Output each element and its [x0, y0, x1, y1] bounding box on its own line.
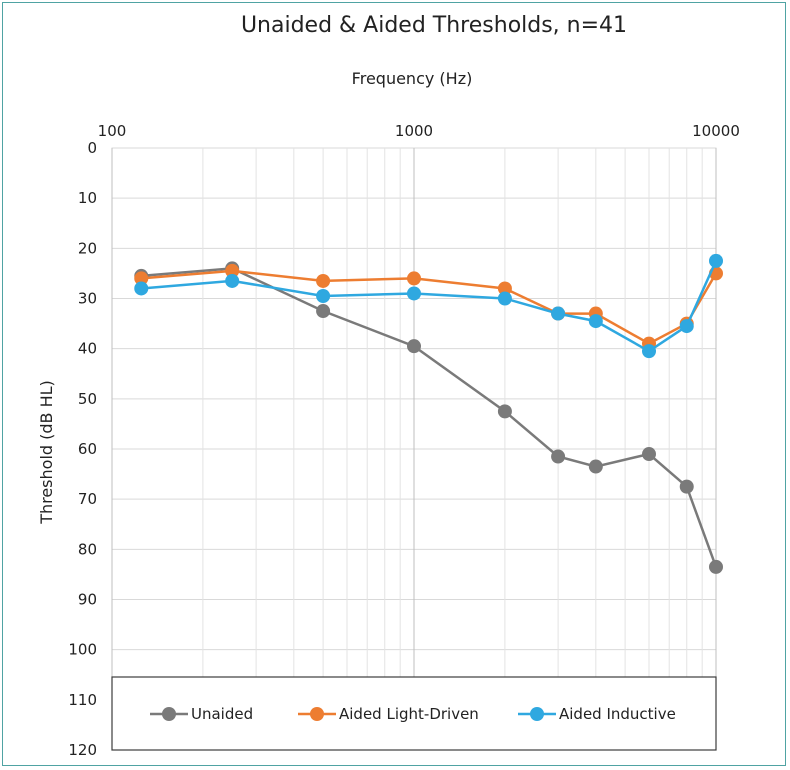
- data-point: [679, 319, 694, 334]
- legend-marker: [530, 707, 544, 721]
- legend-label: Unaided: [191, 705, 253, 723]
- data-point: [642, 447, 657, 462]
- y-tick-label: 70: [78, 490, 97, 508]
- series-line: [141, 269, 718, 346]
- data-point: [134, 281, 149, 296]
- series-line: [141, 267, 718, 568]
- y-tick-label: 10: [78, 189, 97, 207]
- series-aided-light-driven: [134, 263, 723, 351]
- grid: [111, 147, 717, 751]
- data-point: [407, 286, 421, 301]
- series-line: [141, 260, 718, 353]
- legend-item: Unaided: [150, 705, 253, 723]
- legend: Unaided Aided Light-Driven Aided Inductive: [111, 676, 717, 751]
- series-unaided: [134, 261, 723, 574]
- series-aided-inductive: [134, 253, 723, 359]
- y-tick-label: 20: [78, 239, 97, 257]
- x-tick-label: 100: [98, 122, 127, 140]
- legend-item: Aided Inductive: [518, 705, 676, 723]
- data-point: [134, 271, 149, 286]
- series-layer: [134, 253, 723, 574]
- y-tick-label: 80: [78, 540, 97, 558]
- y-tick-label: 120: [68, 741, 97, 759]
- data-point: [497, 291, 512, 306]
- data-point: [225, 273, 240, 288]
- legend-marker: [310, 707, 324, 721]
- data-point: [709, 253, 723, 268]
- data-point: [551, 306, 566, 321]
- data-point: [225, 263, 240, 278]
- data-point: [316, 288, 331, 303]
- data-point: [588, 314, 603, 329]
- x-axis-title: Frequency (Hz): [352, 69, 473, 88]
- y-tick-label: 60: [78, 440, 97, 458]
- y-axis-title: Threshold (dB HL): [37, 380, 56, 525]
- data-point: [407, 339, 421, 354]
- legend-marker: [162, 707, 176, 721]
- data-point: [679, 479, 694, 494]
- x-tick-label: 10000: [692, 122, 740, 140]
- data-point: [316, 304, 331, 319]
- tick-labels: 100 1000 10000 0 10 20 30 40 50 60 70 80 90 100 110 120: [68, 122, 740, 759]
- data-point: [316, 273, 331, 288]
- legend-label: Aided Light-Driven: [339, 705, 479, 723]
- y-tick-label: 110: [68, 691, 97, 709]
- y-tick-label: 30: [78, 290, 97, 308]
- chart-title: Unaided & Aided Thresholds, n=41: [241, 13, 627, 38]
- y-tick-label: 40: [78, 340, 97, 358]
- y-tick-label: 90: [78, 591, 97, 609]
- y-tick-label: 50: [78, 390, 97, 408]
- data-point: [551, 449, 566, 464]
- data-point: [709, 559, 723, 574]
- data-point: [588, 459, 603, 474]
- data-point: [407, 271, 421, 286]
- legend-label: Aided Inductive: [559, 705, 676, 723]
- x-tick-label: 1000: [395, 122, 433, 140]
- y-tick-label: 100: [68, 641, 97, 659]
- y-tick-label: 0: [87, 139, 97, 157]
- data-point: [642, 344, 657, 359]
- legend-box: [111, 676, 717, 751]
- data-point: [497, 404, 512, 419]
- data-point: [497, 281, 512, 296]
- legend-item: Aided Light-Driven: [298, 705, 479, 723]
